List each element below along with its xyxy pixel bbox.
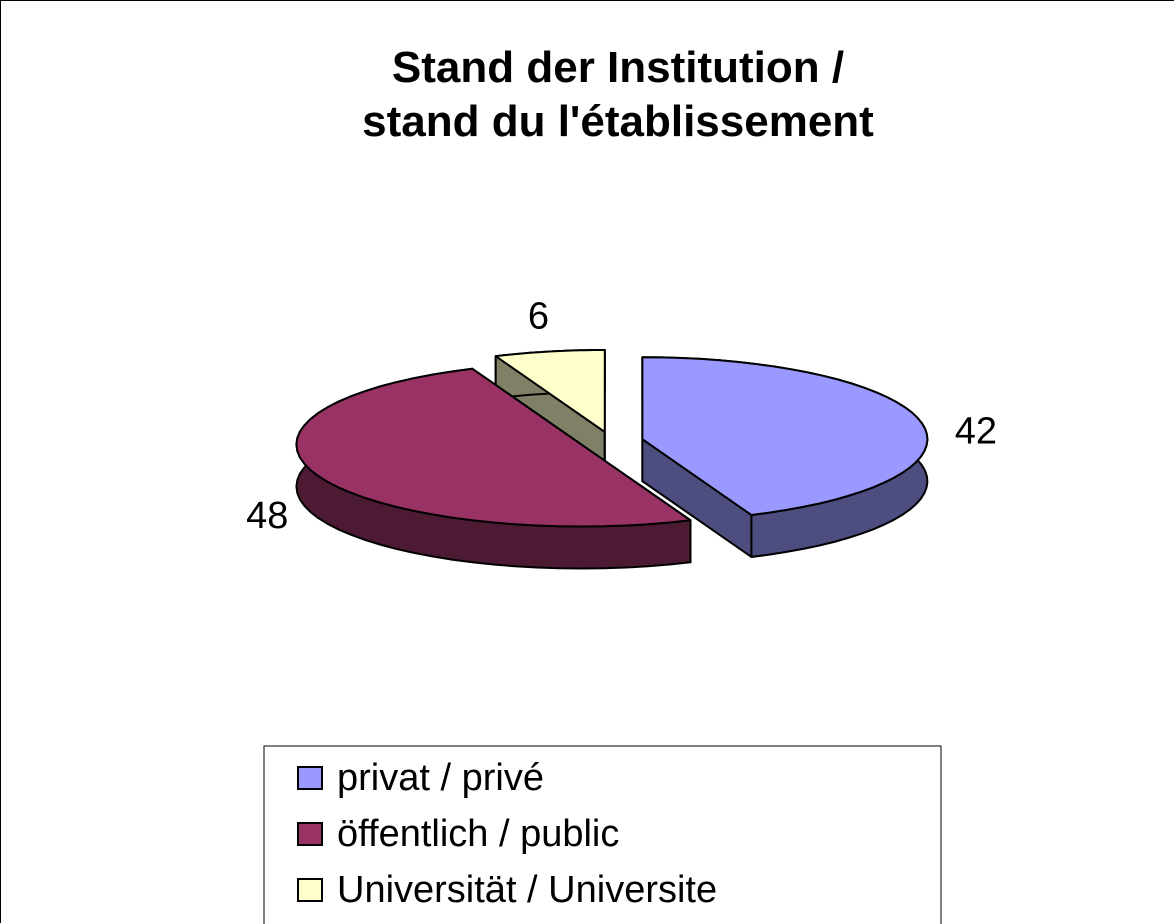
- legend-swatch: [297, 822, 323, 846]
- legend-label: privat / privé: [337, 757, 544, 799]
- slice: [641, 356, 929, 558]
- slice: [295, 367, 692, 570]
- slice-top: [494, 349, 606, 433]
- data-label: 48: [246, 495, 288, 537]
- chart-title: Stand der Institution / stand du l'établ…: [362, 43, 874, 146]
- slice-top: [641, 356, 929, 516]
- legend-label: Universität / Universite: [337, 869, 717, 911]
- legend-label: öffentlich / public: [337, 813, 619, 855]
- legend-swatch: [297, 878, 323, 902]
- data-label: 6: [528, 296, 549, 338]
- legend-box: [263, 745, 942, 924]
- slice-top: [295, 367, 692, 528]
- data-label: 42: [955, 411, 997, 453]
- legend-swatch: [297, 766, 323, 790]
